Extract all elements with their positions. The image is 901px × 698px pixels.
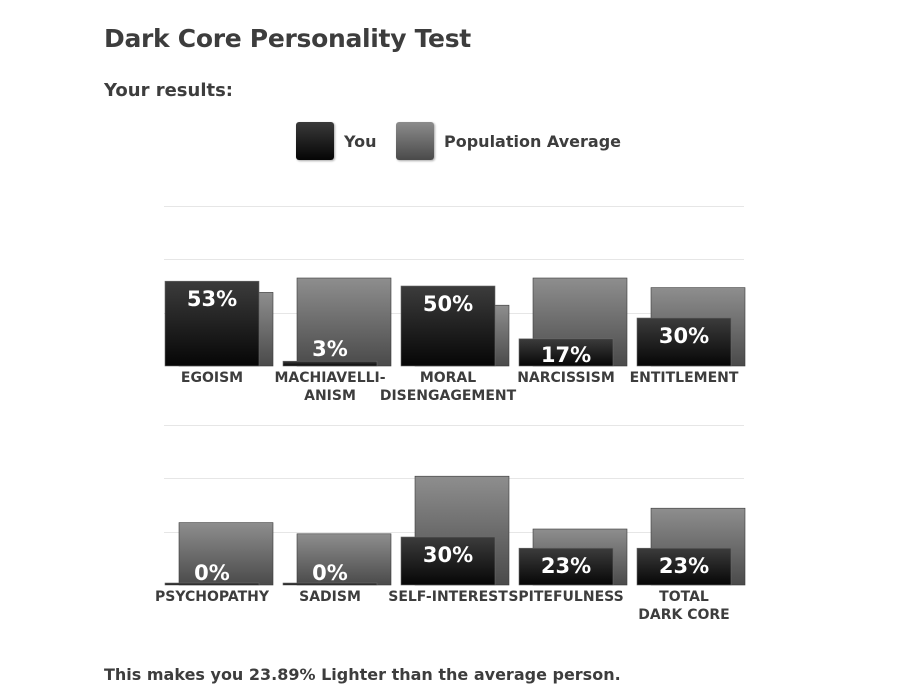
value-label-1-3: 50% — [423, 292, 473, 316]
bar-average-1-2 — [296, 277, 392, 367]
legend-label-you: You — [344, 132, 377, 151]
value-label-1-4: 17% — [541, 343, 591, 367]
bar-you-2-2 — [282, 582, 378, 586]
category-label-1-3-2: DISENGAGEMENT — [380, 388, 517, 404]
legend-label-average: Population Average — [444, 132, 622, 151]
bar-you-1-4 — [518, 338, 614, 367]
value-label-2-5: 23% — [659, 554, 709, 578]
legend-swatch-average — [396, 122, 434, 160]
category-label-1-3-1: MORAL — [420, 370, 476, 386]
category-label-2-2: SADISM — [299, 589, 361, 605]
legend-swatch-you — [296, 122, 334, 160]
category-label-2-5-2: DARK CORE — [638, 607, 729, 623]
bar-you-1-1 — [164, 280, 260, 367]
bar-you-2-4 — [518, 547, 614, 586]
bar-you-2-1 — [164, 582, 260, 586]
value-label-1-2: 3% — [312, 337, 348, 361]
category-label-1-2-2: ANISM — [304, 388, 356, 404]
bar-you-1-3 — [400, 285, 496, 367]
category-label-2-1: PSYCHOPATHY — [155, 589, 270, 605]
bar-average-2-2 — [296, 533, 392, 586]
value-label-2-4: 23% — [541, 554, 591, 578]
category-label-1-5: ENTITLEMENT — [630, 370, 739, 386]
category-label-2-4: SPITEFULNESS — [508, 589, 623, 605]
page-title: Dark Core Personality Test — [104, 24, 471, 53]
category-label-2-3: SELF-INTEREST — [388, 589, 508, 605]
value-label-2-2: 0% — [312, 561, 348, 585]
category-label-1-1: EGOISM — [181, 370, 243, 386]
bar-you-2-3 — [400, 536, 496, 586]
bar-you-1-5 — [636, 317, 732, 367]
value-label-2-3: 30% — [423, 543, 473, 567]
category-label-2-5-1: TOTAL — [659, 589, 709, 605]
results-heading: Your results: — [104, 80, 234, 101]
bar-you-2-5 — [636, 547, 732, 586]
bar-average-2-1 — [178, 522, 274, 586]
value-label-1-5: 30% — [659, 324, 709, 348]
result-summary: This makes you 23.89% Lighter than the a… — [104, 665, 621, 684]
category-label-1-4: NARCISSISM — [517, 370, 615, 386]
value-label-2-1: 0% — [194, 561, 230, 585]
category-label-1-2-1: MACHIAVELLI- — [274, 370, 385, 386]
value-label-1-1: 53% — [187, 287, 237, 311]
bar-you-1-2 — [282, 360, 378, 367]
